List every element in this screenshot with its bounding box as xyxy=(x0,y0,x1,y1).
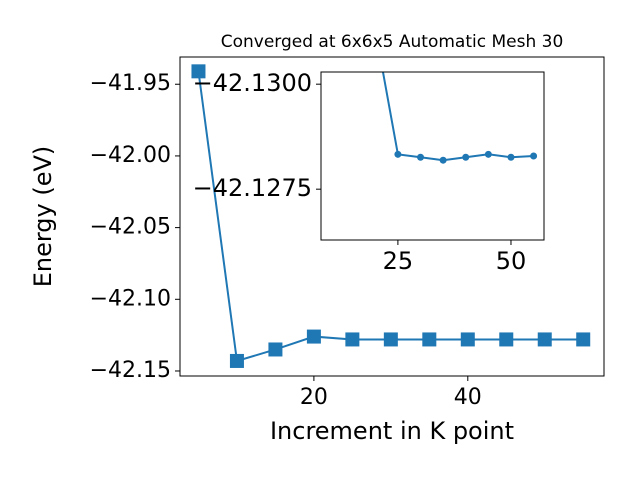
axes-frame xyxy=(320,71,545,241)
data-point xyxy=(460,332,475,347)
data-point xyxy=(507,153,515,161)
x-tick-label: 25 xyxy=(383,247,414,275)
data-point xyxy=(439,156,447,164)
plot-area xyxy=(191,64,591,368)
data-point xyxy=(268,342,283,357)
data-point xyxy=(306,329,321,344)
y-tick-label: −42.1300 xyxy=(193,69,312,97)
chart-title: Converged at 6x6x5 Automatic Mesh 30 xyxy=(221,32,564,52)
axes-frame xyxy=(179,56,605,377)
x-axis-label: Increment in K point xyxy=(270,417,514,445)
data-point xyxy=(537,332,552,347)
data-point xyxy=(417,153,425,161)
y-tick-label: −42.15 xyxy=(90,358,171,383)
data-point xyxy=(229,353,244,368)
x-tick-label: 20 xyxy=(300,385,328,410)
data-line xyxy=(381,72,534,162)
y-tick-label: −42.10 xyxy=(90,286,171,311)
plot-area xyxy=(381,72,538,164)
data-point xyxy=(462,153,470,161)
x-tick-label: 40 xyxy=(454,385,482,410)
data-point xyxy=(191,64,206,79)
data-point xyxy=(576,332,591,347)
data-point xyxy=(484,150,492,158)
data-point xyxy=(530,152,538,160)
y-tick-label: −42.1275 xyxy=(193,174,312,202)
data-point xyxy=(499,332,514,347)
data-point xyxy=(345,332,360,347)
x-tick-label: 50 xyxy=(496,247,527,275)
data-point xyxy=(422,332,437,347)
data-point xyxy=(383,332,398,347)
y-tick-label: −42.05 xyxy=(90,215,171,240)
y-tick-label: −42.00 xyxy=(90,143,171,168)
y-tick-label: −41.95 xyxy=(90,71,171,96)
y-axis-label: Energy (eV) xyxy=(29,146,57,288)
data-point xyxy=(394,150,402,158)
